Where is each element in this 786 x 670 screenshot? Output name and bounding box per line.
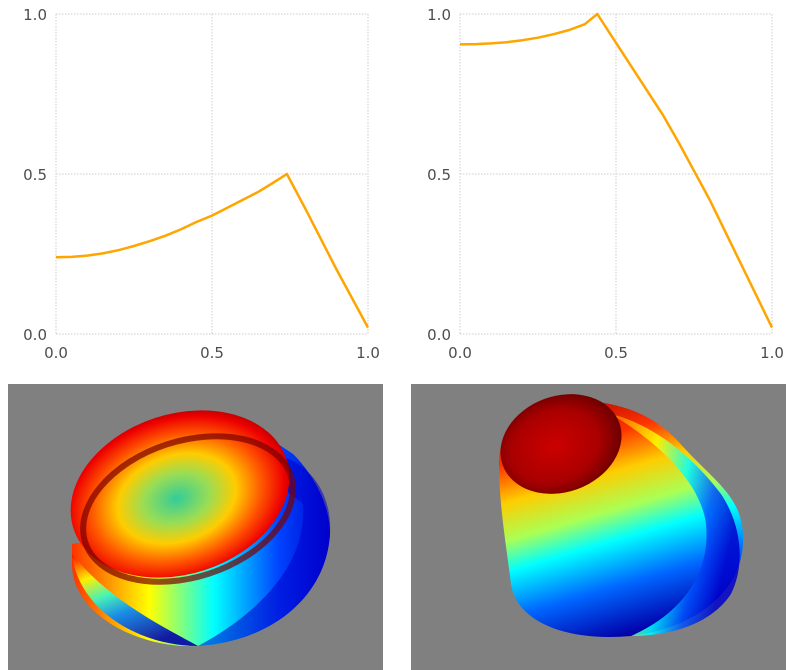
surface-render-left (8, 384, 383, 670)
y-tick-label: 0.0 (427, 326, 451, 344)
surface-top (500, 394, 622, 494)
line-chart-right: 0.0 0.5 1.0 0.0 0.5 1.0 (427, 6, 784, 362)
y-tick-label: 0.0 (23, 326, 47, 344)
x-tick-label: 0.5 (200, 344, 224, 362)
y-tick-label: 0.5 (427, 166, 451, 184)
series-line (55, 172, 370, 329)
line-chart-left: 0.0 0.5 1.0 0.0 0.5 1.0 (23, 6, 380, 362)
series-line (459, 12, 774, 329)
x-tick-label: 0.0 (448, 344, 472, 362)
surface-render-right-image (499, 394, 744, 637)
x-tick-label: 1.0 (760, 344, 784, 362)
y-tick-label: 0.5 (23, 166, 47, 184)
x-tick-label: 0.5 (604, 344, 628, 362)
chart-left: 0.0 0.5 1.0 0.0 0.5 1.0 (0, 0, 393, 375)
x-tick-label: 1.0 (356, 344, 380, 362)
y-tick-label: 1.0 (23, 6, 47, 24)
chart-right: 0.0 0.5 1.0 0.0 0.5 1.0 (393, 0, 786, 375)
y-tick-label: 1.0 (427, 6, 451, 24)
surface-render-right (411, 384, 786, 670)
surface-render-left-image (70, 410, 331, 647)
x-tick-label: 0.0 (44, 344, 68, 362)
surface-top (70, 410, 290, 578)
